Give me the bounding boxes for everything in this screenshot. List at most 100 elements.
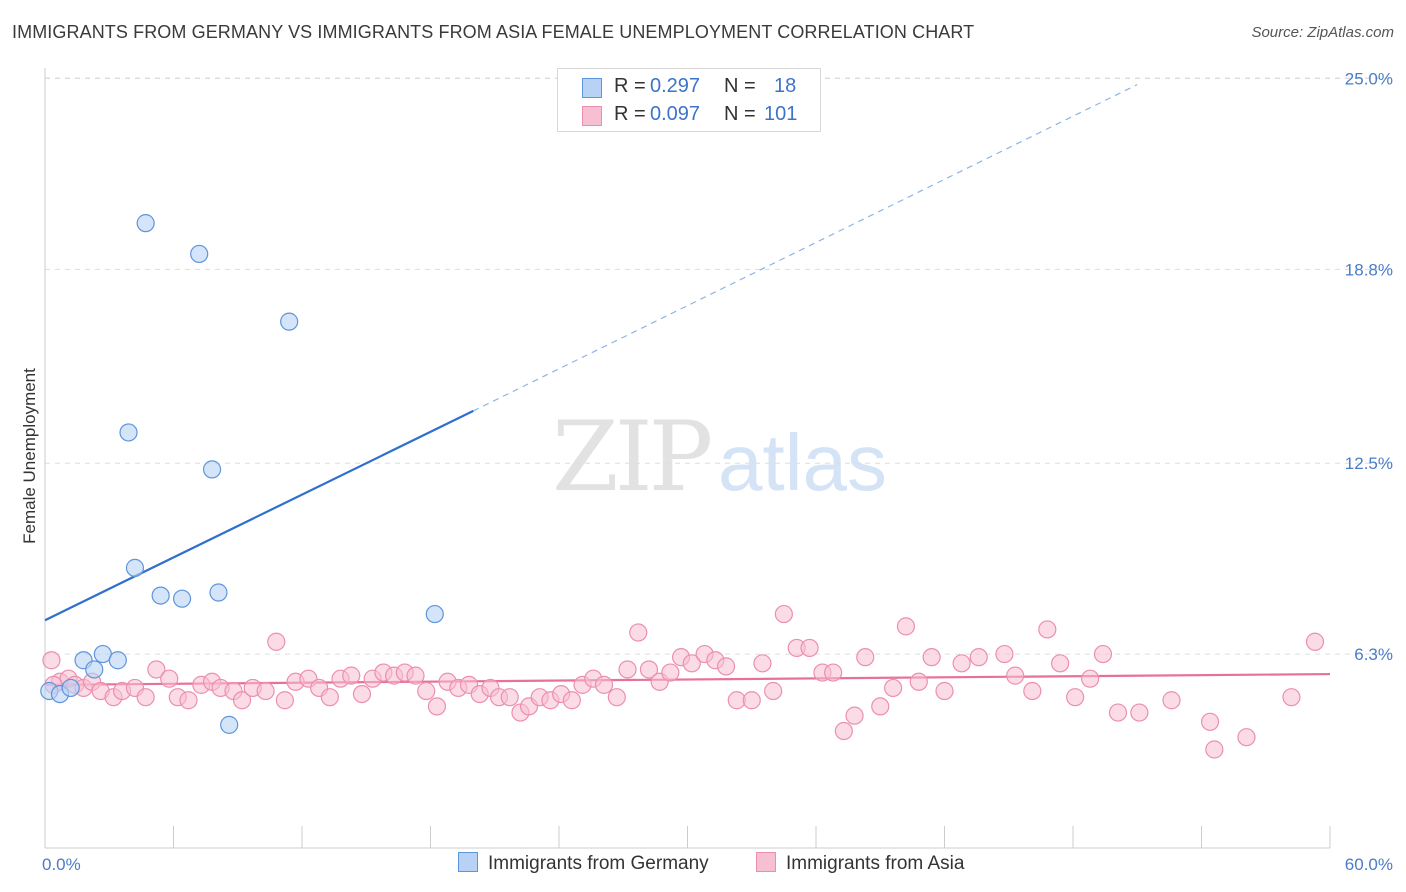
- asia-point: [1023, 681, 1042, 701]
- asia-point: [753, 654, 772, 673]
- germany-point: [125, 558, 145, 577]
- y-axis-label: Female Unemployment: [20, 368, 39, 544]
- asia-point: [969, 648, 988, 667]
- asia-point: [160, 669, 179, 688]
- asia-point: [500, 688, 519, 707]
- asia-point: [952, 654, 971, 673]
- asia-point: [1282, 688, 1301, 707]
- germany-point: [119, 423, 138, 442]
- asia-point: [1081, 669, 1100, 688]
- asia-point: [1130, 703, 1149, 722]
- asia-point: [1066, 688, 1085, 707]
- asia-point: [1305, 632, 1325, 651]
- asia-point: [1006, 666, 1025, 685]
- legend-item-germany[interactable]: Immigrants from Germany: [458, 852, 709, 875]
- x-tick-label: 0.0%: [42, 855, 81, 874]
- n-label: N =: [724, 75, 756, 97]
- watermark: ZIP atlas: [552, 401, 887, 513]
- germany-point: [220, 715, 239, 734]
- germany-trend-extension: [473, 84, 1138, 412]
- asia-point: [995, 644, 1014, 664]
- source-label: Source: ZipAtlas.com: [1251, 24, 1394, 41]
- asia-point: [1200, 712, 1220, 731]
- asia-point: [824, 663, 843, 682]
- asia-point: [742, 691, 761, 710]
- watermark-zip: ZIP: [552, 401, 711, 513]
- legend-label: Immigrants from Asia: [786, 853, 965, 874]
- trend-lines: [44, 84, 1331, 686]
- asia-point: [562, 691, 581, 710]
- asia-legend-swatch: [756, 852, 776, 872]
- asia-point: [909, 672, 928, 691]
- chart-title: IMMIGRANTS FROM GERMANY VS IMMIGRANTS FR…: [12, 22, 975, 42]
- asia-point: [764, 681, 783, 701]
- asia-point: [275, 691, 294, 710]
- germany-point: [425, 604, 444, 624]
- n-label: N =: [724, 103, 756, 125]
- germany-point: [108, 651, 127, 670]
- asia-point: [1038, 620, 1057, 639]
- asia-point: [320, 688, 339, 707]
- germany-point: [61, 678, 80, 698]
- y-tick-label: 6.3%: [1354, 645, 1393, 664]
- asia-point: [427, 697, 447, 716]
- asia-point: [594, 675, 614, 694]
- asia-point: [629, 623, 648, 642]
- germany-point: [190, 244, 209, 264]
- germany-legend-swatch: [458, 852, 478, 872]
- asia-point: [871, 697, 890, 716]
- asia-point: [639, 660, 659, 679]
- stats-box: R = 0.297 N = 18 R = 0.097 N = 101: [557, 68, 821, 132]
- y-tick-labels: 6.3% 12.5% 18.8% 25.0%: [1345, 69, 1393, 664]
- germany-points: [40, 214, 444, 734]
- asia-point: [1108, 703, 1128, 722]
- n-value: 18: [774, 75, 797, 97]
- germany-point: [85, 660, 104, 679]
- x-tick-label: 60.0%: [1345, 855, 1393, 874]
- legend-item-asia[interactable]: Immigrants from Asia: [756, 852, 964, 875]
- asia-point: [834, 721, 853, 741]
- grid-lines: [45, 77, 1395, 655]
- r-label: R =: [614, 103, 646, 125]
- asia-point: [856, 648, 875, 667]
- asia-points: [42, 604, 1325, 759]
- asia-point: [883, 678, 903, 698]
- asia-point: [896, 617, 916, 636]
- asia-swatch: [582, 106, 602, 126]
- asia-point: [682, 654, 701, 673]
- asia-point: [1162, 691, 1181, 710]
- asia-point: [618, 660, 637, 679]
- asia-point: [256, 681, 275, 701]
- watermark-atlas: atlas: [718, 418, 887, 507]
- asia-point: [267, 632, 286, 651]
- germany-point: [172, 589, 192, 608]
- asia-point: [800, 638, 819, 658]
- asia-point: [406, 666, 425, 685]
- asia-point: [232, 691, 252, 710]
- asia-point: [935, 681, 954, 701]
- asia-point: [716, 657, 736, 676]
- asia-point: [352, 684, 372, 704]
- germany-point: [280, 312, 299, 331]
- asia-point: [1093, 644, 1113, 664]
- germany-point: [136, 214, 155, 233]
- germany-swatch: [582, 78, 602, 98]
- asia-point: [845, 706, 864, 725]
- asia-point: [342, 666, 361, 685]
- germany-point: [202, 460, 222, 479]
- asia-point: [1205, 740, 1224, 759]
- r-label: R =: [614, 75, 646, 97]
- axes: [44, 68, 1331, 849]
- germany-trend-line: [44, 409, 474, 622]
- germany-point: [209, 583, 228, 602]
- legend-label: Immigrants from Germany: [488, 853, 709, 874]
- asia-point: [147, 660, 166, 679]
- asia-point: [607, 688, 626, 707]
- y-tick-label: 25.0%: [1345, 69, 1393, 88]
- x-tick-labels: 0.0% 60.0%: [42, 855, 1393, 874]
- asia-point: [1051, 654, 1070, 673]
- germany-point: [151, 586, 170, 605]
- asia-point: [922, 648, 941, 667]
- r-value: 0.097: [650, 103, 701, 125]
